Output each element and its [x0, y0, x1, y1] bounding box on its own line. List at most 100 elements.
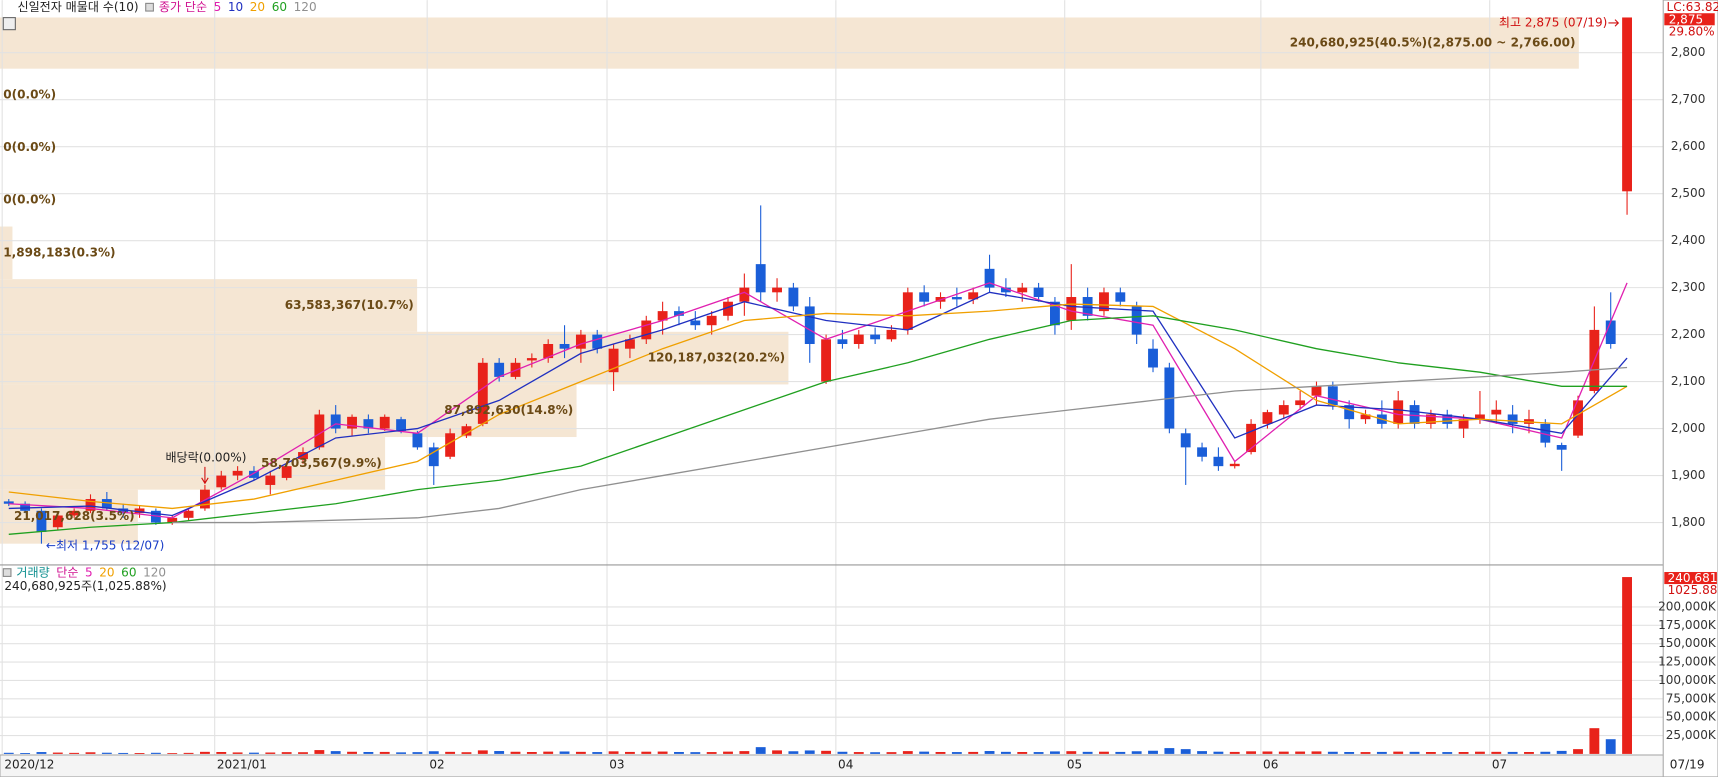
candle-body [624, 339, 635, 349]
volume-bar [445, 751, 456, 754]
candle-body [1148, 348, 1158, 368]
volume-bar [477, 750, 488, 754]
volume-bar [592, 752, 603, 754]
volume-bar [1131, 751, 1142, 754]
volume-bar [347, 751, 357, 754]
candle-body [232, 470, 243, 476]
volume-legend-entry: 60 [121, 566, 136, 580]
volume-bar [1050, 751, 1060, 754]
candle-body [968, 292, 979, 300]
candle-body [1082, 297, 1093, 316]
candle-body [1229, 463, 1240, 467]
y-tick-label: 2,700 [1671, 92, 1706, 106]
volume-bar [739, 751, 750, 754]
legend-entry: 10 [228, 0, 243, 14]
volume-bar [379, 751, 390, 754]
volume-legend-entry: 120 [143, 566, 166, 580]
candle-body [150, 510, 161, 523]
candle-body [690, 320, 701, 326]
volume-bar [657, 751, 668, 754]
candle-body [36, 510, 47, 532]
candle-body [804, 306, 815, 345]
y-tick-label: 2,300 [1671, 280, 1706, 294]
candle-body [1344, 405, 1355, 420]
band-label: 58,703,567(9.9%) [261, 456, 382, 470]
volume-bar [1589, 728, 1600, 754]
candle-body [1442, 414, 1453, 424]
last-volume-box [1664, 572, 1717, 585]
volume-bar [526, 751, 537, 754]
volume-bar [559, 751, 570, 754]
candle-body [461, 426, 472, 436]
volume-bar [1099, 751, 1109, 754]
band-label: 63,583,367(10.7%) [285, 298, 414, 312]
volume-bar [510, 751, 521, 754]
volume-bar [494, 751, 505, 754]
volume-bar [101, 752, 112, 754]
volume-bar [216, 751, 227, 754]
band-label: 0(0.0%) [3, 87, 56, 101]
candle-body [281, 466, 292, 478]
volume-info: 240,680,925주(1,025.88%) [4, 579, 166, 593]
y-tick-label: 2,100 [1671, 374, 1706, 388]
ex-div-arrow [201, 466, 209, 485]
volume-bar [363, 751, 374, 754]
candle-body [575, 334, 586, 349]
x-tick-label: 03 [609, 757, 624, 771]
candle-body [821, 339, 832, 382]
candle-body [199, 489, 210, 509]
volume-change: 1025.88% [1668, 583, 1718, 597]
volume-bar [183, 752, 194, 754]
candle-body [1507, 414, 1518, 424]
volume-bar [1180, 749, 1191, 754]
table-icon[interactable] [2, 17, 16, 31]
candle-body [1197, 447, 1207, 457]
candle-body [1491, 409, 1502, 415]
volume-bar [461, 752, 472, 754]
volume-bar [199, 751, 210, 754]
volume-bar [706, 752, 717, 754]
candle-body [1050, 301, 1060, 326]
candle-body [183, 510, 194, 518]
volume-legend-label: 단순 [56, 566, 78, 580]
legend-box [2, 568, 12, 577]
volume-bar [1491, 751, 1502, 754]
candle-body [739, 287, 750, 302]
volume-bar [1213, 751, 1224, 754]
high-note: 최고 2,875 (07/19) [1499, 15, 1607, 29]
candle-body [428, 447, 439, 467]
volume-bar [804, 750, 815, 754]
volume-bar [134, 753, 145, 754]
x-tick-label: 02 [429, 757, 444, 771]
legend-box [145, 2, 154, 12]
candle-body [3, 501, 14, 504]
candle-body [1262, 412, 1273, 424]
candle-body [837, 339, 848, 345]
volume-bar [853, 752, 864, 754]
candle-body [101, 499, 112, 509]
y-tick-label: 2,800 [1671, 45, 1706, 59]
volume-bar [1311, 751, 1322, 754]
candle-body [1458, 419, 1469, 429]
volume-bar [674, 751, 684, 754]
last-price-box [1664, 13, 1715, 26]
volume-bar [575, 751, 586, 754]
volume-legend-entry: 5 [85, 566, 93, 580]
volume-bar [1376, 751, 1387, 754]
volume-bar [1507, 751, 1518, 754]
candle-body [1278, 405, 1289, 415]
candle-body [477, 362, 488, 424]
volume-bar [1573, 749, 1583, 754]
candle-body [69, 510, 80, 516]
candle-body [118, 508, 129, 514]
volume-bar [1475, 751, 1485, 754]
candle-body [1540, 423, 1551, 443]
volume-tick-label: 175,000K [1658, 618, 1717, 632]
volume-bar [1115, 751, 1126, 754]
right-axis [1662, 0, 1718, 777]
volume-tick-label: 200,000K [1658, 599, 1717, 613]
volume-bar [1540, 751, 1551, 754]
candle-body [1295, 400, 1306, 406]
volume-bar [788, 751, 799, 754]
